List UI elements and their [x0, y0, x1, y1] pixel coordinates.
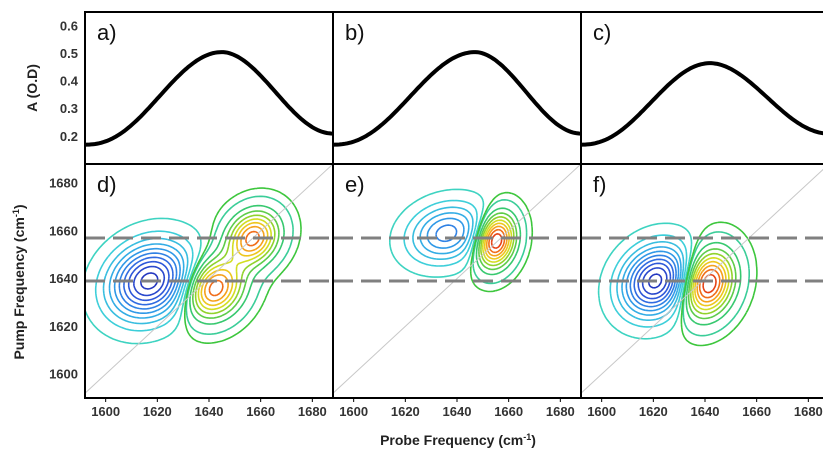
line-panel-frame-2: [332, 11, 582, 165]
absorbance-curve-1: [85, 50, 333, 147]
contour-line: [426, 217, 465, 249]
y-tick-label-top: 0.5: [60, 46, 78, 61]
bottom-y-axis-title: Pump Frequency (cm-1): [11, 204, 27, 359]
contour-line: [698, 268, 721, 299]
panel-label-6: f): [593, 172, 606, 197]
panels: a) 0.6 0.5 0.4 0.3 0.2 b) c) d) 1600 1620 1640 1660 1…: [49, 11, 823, 419]
bottom-y-axis-title-end: ): [11, 204, 27, 209]
x-tick-label: 1600: [91, 404, 120, 419]
x-tick-label: 1640: [195, 404, 224, 419]
panel-label-3: c): [593, 20, 611, 45]
absorbance-curve-3: [581, 61, 823, 147]
contour-line: [621, 246, 682, 316]
x-tick-label: 1660: [742, 404, 771, 419]
contour-line: [184, 187, 302, 344]
y-tick-label-bottom: 1660: [49, 223, 78, 238]
x-tick-label: 1660: [494, 404, 523, 419]
contour-line: [94, 230, 194, 332]
contour-line: [123, 256, 174, 306]
bottom-y-axis-title-sup: -1: [11, 209, 21, 217]
x-tick-label: 1620: [639, 404, 668, 419]
x-tick-label: 1680: [298, 404, 327, 419]
y-tick-label-top: 0.2: [60, 129, 78, 144]
line-panel-frame-3: [580, 11, 823, 165]
contour-line: [680, 221, 758, 347]
y-tick-label-bottom: 1600: [49, 367, 78, 382]
contour-line: [637, 262, 672, 300]
contour-line: [403, 199, 478, 267]
contour-line: [192, 210, 280, 319]
contour-line: [469, 191, 534, 293]
y-tick-label-bottom: 1640: [49, 271, 78, 286]
line-panel-1: a) 0.6 0.5 0.4 0.3 0.2: [60, 11, 334, 165]
panel-label-4: d): [97, 172, 117, 197]
line-panel-3: c): [580, 11, 823, 165]
contour-line: [616, 241, 685, 321]
x-tick-label: 1620: [391, 404, 420, 419]
x-tick-label: 1660: [246, 404, 275, 419]
contour-line: [625, 250, 680, 312]
x-tick-label: 1680: [546, 404, 575, 419]
y-tick-label-top: 0.6: [60, 18, 78, 33]
diagonal-line: [85, 164, 333, 394]
panel-label-5: e): [345, 172, 365, 197]
top-y-axis-title: A (O.D): [24, 64, 40, 112]
contour-line: [685, 241, 742, 326]
panel-label-2: b): [345, 20, 365, 45]
contour-line: [633, 258, 675, 304]
y-tick-label-top: 0.3: [60, 101, 78, 116]
y-tick-label-bottom: 1680: [49, 176, 78, 191]
line-panel-2: b): [332, 11, 582, 165]
contour-line: [189, 204, 285, 325]
contour-line: [629, 254, 677, 308]
x-axis-title: Probe Frequency (cm-1): [380, 432, 536, 448]
x-tick-label: 1640: [443, 404, 472, 419]
x-tick-label: 1620: [143, 404, 172, 419]
diagonal-line: [581, 168, 823, 394]
contour-line: [108, 243, 185, 319]
x-axis-title-sup: -1: [523, 432, 531, 442]
contour-panel-1: d) 1600 1620 1640 1660 1680 1680 1660 1640 1620 16…: [49, 163, 334, 419]
x-axis-title-end: ): [531, 432, 536, 448]
x-axis-title-text: Probe Frequency (cm: [380, 432, 523, 448]
contour-line: [597, 222, 693, 340]
bottom-y-axis-title-text: Pump Frequency (cm: [11, 217, 27, 359]
x-tick-label: 1600: [339, 404, 368, 419]
absorbance-curve-2: [333, 50, 581, 147]
contour-line: [648, 273, 663, 289]
contour-line: [102, 237, 189, 325]
line-panel-frame-1: [84, 11, 334, 165]
x-tick-label: 1600: [587, 404, 616, 419]
contour-panel-3: f) 1600 1620 1640 1660 1680: [580, 163, 823, 419]
contour-line: [419, 212, 470, 255]
contour-line: [412, 206, 474, 260]
contour-line: [133, 265, 166, 297]
y-tick-label-top: 0.4: [60, 74, 79, 89]
contour-line: [687, 248, 737, 320]
x-tick-label: 1640: [691, 404, 720, 419]
contour-line: [118, 252, 178, 310]
contour-panel-2: e) 1600 1620 1640 1660 1680: [332, 163, 582, 419]
panel-label-1: a): [97, 20, 117, 45]
x-tick-label: 1680: [794, 404, 823, 419]
y-tick-label-bottom: 1620: [49, 319, 78, 334]
contour-line: [127, 260, 170, 302]
contour-line: [113, 247, 181, 314]
contour-line: [85, 217, 202, 345]
diagonal-line: [333, 164, 581, 394]
